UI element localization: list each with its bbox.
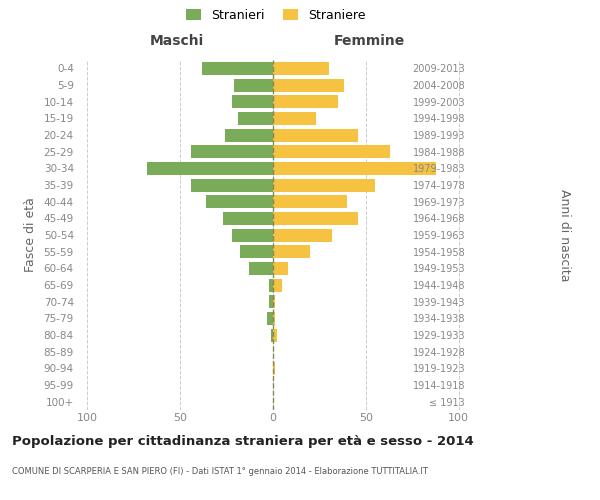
Bar <box>225 128 273 141</box>
Bar <box>273 262 288 275</box>
Bar <box>238 112 273 125</box>
Text: Femmine: Femmine <box>334 34 405 48</box>
Bar <box>273 328 277 342</box>
Bar <box>206 195 273 208</box>
Bar <box>232 228 273 241</box>
Bar <box>273 128 358 141</box>
Bar <box>273 245 310 258</box>
Y-axis label: Fasce di età: Fasce di età <box>23 198 37 272</box>
Bar <box>273 278 282 291</box>
Bar <box>273 62 329 75</box>
Bar <box>273 78 344 92</box>
Bar <box>273 295 275 308</box>
Bar <box>223 212 273 225</box>
Bar <box>249 262 273 275</box>
Bar <box>147 162 273 175</box>
Bar <box>273 178 375 192</box>
Legend: Stranieri, Straniere: Stranieri, Straniere <box>186 8 366 22</box>
Bar <box>273 162 436 175</box>
Bar <box>273 228 332 241</box>
Bar <box>269 278 273 291</box>
Bar <box>273 195 347 208</box>
Bar <box>202 62 273 75</box>
Y-axis label: Anni di nascita: Anni di nascita <box>559 188 571 281</box>
Bar <box>273 145 390 158</box>
Bar <box>234 78 273 92</box>
Bar <box>191 178 273 192</box>
Bar <box>273 312 275 325</box>
Text: Maschi: Maschi <box>149 34 203 48</box>
Bar <box>273 212 358 225</box>
Bar <box>268 312 273 325</box>
Bar <box>273 112 316 125</box>
Bar <box>232 95 273 108</box>
Bar <box>191 145 273 158</box>
Text: Popolazione per cittadinanza straniera per età e sesso - 2014: Popolazione per cittadinanza straniera p… <box>12 435 474 448</box>
Bar <box>271 328 273 342</box>
Bar <box>239 245 273 258</box>
Bar <box>273 95 338 108</box>
Bar <box>269 295 273 308</box>
Bar <box>273 362 275 375</box>
Text: COMUNE DI SCARPERIA E SAN PIERO (FI) - Dati ISTAT 1° gennaio 2014 - Elaborazione: COMUNE DI SCARPERIA E SAN PIERO (FI) - D… <box>12 468 428 476</box>
